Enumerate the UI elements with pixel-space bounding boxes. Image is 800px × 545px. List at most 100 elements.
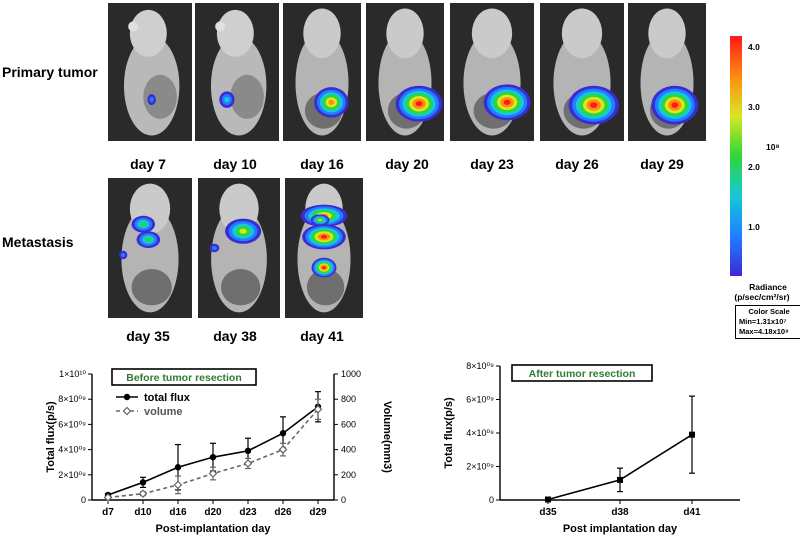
bioluminescence-signal xyxy=(209,243,220,253)
day-label: day 35 xyxy=(126,328,170,344)
bioluminescence-signal xyxy=(225,218,262,244)
day-label: day 38 xyxy=(213,328,257,344)
primary-tumor-image xyxy=(366,3,444,141)
data-point xyxy=(208,469,218,478)
y-tick-label: 0 xyxy=(81,495,86,505)
x-tick-label: d7 xyxy=(102,507,114,518)
bioluminescence-signal xyxy=(395,85,443,122)
data-point xyxy=(174,464,182,471)
metastasis-image xyxy=(108,178,192,318)
y-axis-label: Total flux(p/s) xyxy=(45,401,57,473)
mouse-silhouette xyxy=(366,3,444,141)
day-label: day 16 xyxy=(300,156,344,172)
data-point xyxy=(617,476,623,483)
legend-marker xyxy=(123,393,131,401)
y-tick-label: 0 xyxy=(489,495,494,505)
legend-label: volume xyxy=(144,406,183,418)
data-point xyxy=(173,480,183,490)
data-point xyxy=(139,479,147,486)
chart-after-resection: 0 2×10⁰⁹ 4×10⁰⁹ 6×10⁰⁹ 8×10⁰⁹ d35 d38 d41 Post i… xyxy=(443,362,740,535)
x-tick-label: d26 xyxy=(274,507,292,518)
x-tick-label: d20 xyxy=(204,507,222,518)
mouse-silhouette xyxy=(108,3,192,141)
color-scale-tick: 1.0 xyxy=(748,222,760,232)
bioluminescence-signal xyxy=(651,85,699,125)
y2-tick-label: 200 xyxy=(341,470,356,480)
data-point xyxy=(243,459,253,468)
day-label: day 23 xyxy=(470,156,514,172)
y-tick-label: 6×10⁰⁹ xyxy=(58,419,86,429)
y2-tick-label: 400 xyxy=(341,445,356,455)
color-scale-box-title: Color Scale xyxy=(748,307,790,316)
legend-label: total flux xyxy=(144,392,191,404)
chart-title: After tumor resection xyxy=(529,368,636,380)
chart-title-box: After tumor resection xyxy=(511,364,653,382)
data-point xyxy=(313,404,323,414)
day-label: day 26 xyxy=(555,156,599,172)
data-point xyxy=(244,447,252,455)
chart-title: Before tumor resection xyxy=(126,372,242,384)
mouse-silhouette xyxy=(195,3,279,141)
bioluminescence-signal xyxy=(483,84,531,121)
data-point xyxy=(209,453,217,461)
y-tick-label: 6×10⁰⁹ xyxy=(466,395,494,405)
metastasis-image xyxy=(198,178,280,318)
day-label: day 20 xyxy=(385,156,429,172)
y-tick-label: 8×10⁰⁹ xyxy=(466,362,494,371)
mouse-silhouette xyxy=(450,3,534,141)
chart-before-resection: 0 2×10⁰⁹ 4×10⁰⁹ 6×10⁰⁹ 8×10⁰⁹ 1×10¹⁰ 0 200 400 60… xyxy=(45,368,393,535)
color-scale-exponent: 10⁸ xyxy=(766,142,780,152)
bioluminescence-signal xyxy=(147,94,156,106)
bioluminescence-signal xyxy=(302,224,346,250)
y2-tick-label: 600 xyxy=(341,419,356,429)
day-label: day 29 xyxy=(640,156,684,172)
data-point xyxy=(278,445,288,454)
y-axis-label: Total flux(p/s) xyxy=(443,397,455,469)
primary-tumor-image xyxy=(195,3,279,141)
y-tick-label: 2×10⁰⁹ xyxy=(58,470,86,480)
legend-marker xyxy=(122,406,132,416)
y-tick-label: 1×10¹⁰ xyxy=(59,369,86,379)
primary-tumor-image xyxy=(108,3,192,141)
y-tick-label: 2×10⁰⁹ xyxy=(466,462,494,472)
data-point xyxy=(103,493,113,502)
y2-tick-label: 800 xyxy=(341,394,356,404)
y-tick-label: 4×10⁰⁹ xyxy=(58,445,86,455)
color-scale-tick: 4.0 xyxy=(748,42,760,52)
bioluminescence-signal xyxy=(314,87,349,118)
color-scale-units: (p/sec/cm²/sr) xyxy=(734,292,790,302)
y2-axis-label: Volume(mm3) xyxy=(381,401,393,473)
row-label-metastasis: Metastasis xyxy=(2,234,74,250)
color-scale-box: Color Scale Min=1.31x10⁷ Max=4.18x10⁸ xyxy=(735,305,800,339)
color-scale-min: Min=1.31x10⁷ xyxy=(739,317,787,326)
legend: total flux volume xyxy=(116,392,191,418)
color-scale-bar xyxy=(730,36,742,276)
primary-tumor-image xyxy=(540,3,624,141)
data-point xyxy=(138,489,148,499)
primary-tumor-image xyxy=(283,3,361,141)
chart-title-box: Before tumor resection xyxy=(111,368,257,386)
primary-tumor-image xyxy=(450,3,534,141)
bioluminescence-signal xyxy=(568,85,619,125)
data-point xyxy=(545,496,551,503)
series-0 xyxy=(545,395,695,503)
x-tick-label: d29 xyxy=(309,507,327,518)
primary-tumor-image xyxy=(628,3,706,141)
data-point xyxy=(279,430,287,437)
series-total-flux xyxy=(104,391,322,499)
x-tick-label: d41 xyxy=(683,507,701,518)
x-tick-label: d35 xyxy=(539,507,557,518)
day-label: day 41 xyxy=(300,328,344,344)
bioluminescence-signal xyxy=(136,231,161,248)
x-tick-label: d10 xyxy=(134,507,152,518)
mouse-silhouette xyxy=(108,178,192,318)
x-tick-label: d23 xyxy=(239,507,257,518)
data-point xyxy=(689,431,695,438)
metastasis-image xyxy=(285,178,363,318)
color-scale-max: Max=4.18x10⁸ xyxy=(739,327,789,336)
x-axis-label: Post implantation day xyxy=(563,523,678,535)
y2-tick-label: 0 xyxy=(341,495,346,505)
day-label: day 7 xyxy=(130,156,166,172)
row-label-primary-tumor: Primary tumor xyxy=(2,64,98,80)
x-tick-label: d38 xyxy=(611,507,629,518)
